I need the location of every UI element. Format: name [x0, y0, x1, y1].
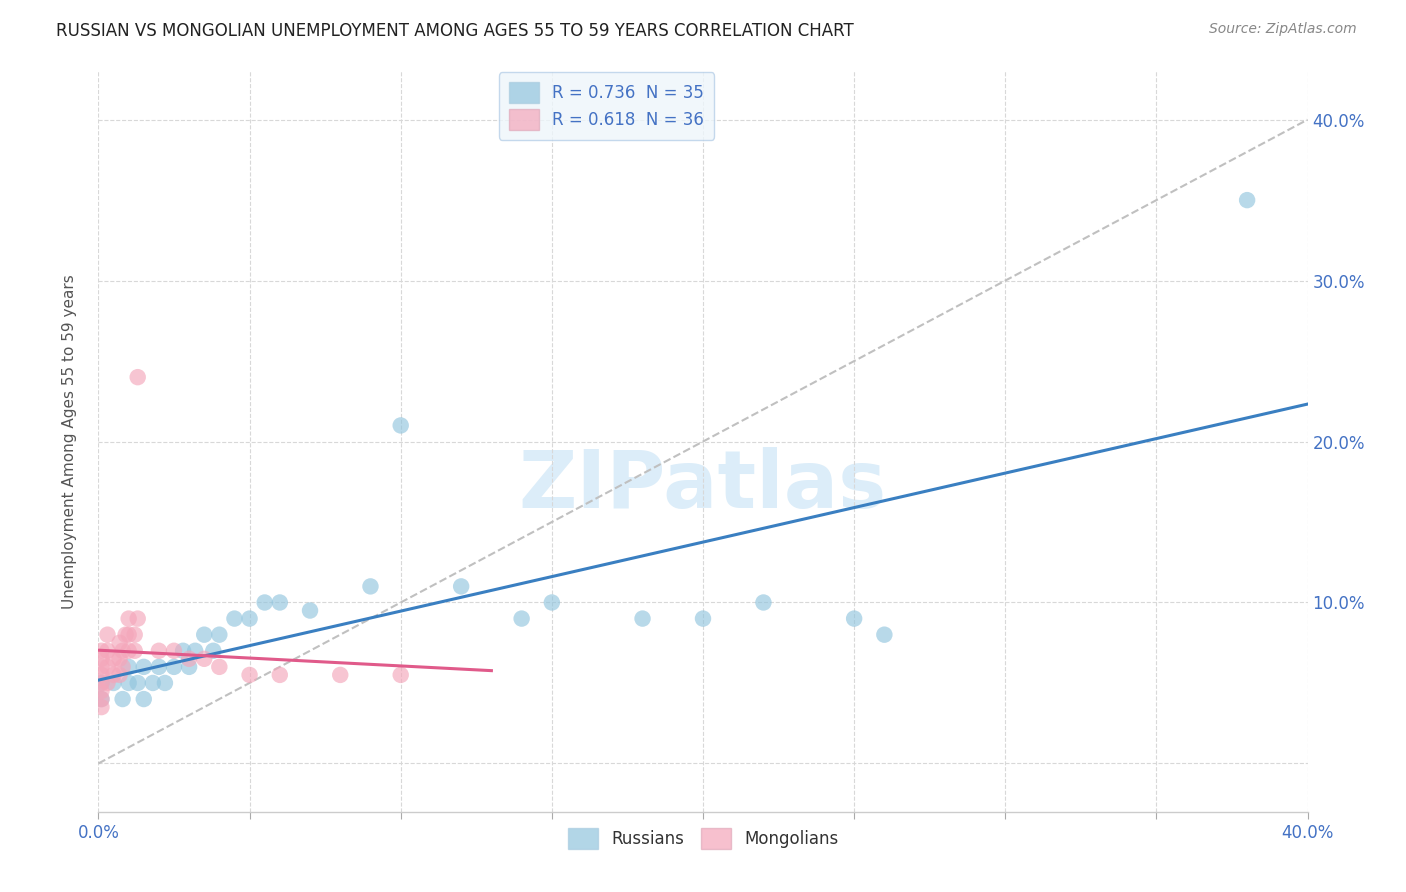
Point	[108, 652, 131, 666]
Point	[90, 676, 112, 690]
Point	[96, 660, 118, 674]
Point	[118, 644, 141, 658]
Point	[1236, 193, 1258, 207]
Point	[224, 611, 246, 625]
Point	[163, 644, 186, 658]
Point	[239, 668, 262, 682]
Point	[90, 660, 112, 674]
Point	[127, 676, 149, 690]
Point	[103, 668, 125, 682]
Point	[202, 644, 225, 658]
Point	[111, 660, 134, 674]
Point	[118, 660, 141, 674]
Point	[108, 636, 131, 650]
Point	[844, 611, 866, 625]
Point	[269, 668, 291, 682]
Point	[873, 628, 896, 642]
Y-axis label: Unemployment Among Ages 55 to 59 years: Unemployment Among Ages 55 to 59 years	[62, 274, 77, 609]
Point	[360, 579, 382, 593]
Point	[329, 668, 352, 682]
Point	[118, 611, 141, 625]
Point	[90, 644, 112, 658]
Point	[96, 644, 118, 658]
Point	[450, 579, 472, 593]
Point	[114, 628, 136, 642]
Point	[153, 676, 176, 690]
Point	[90, 700, 112, 714]
Point	[132, 692, 155, 706]
Point	[389, 418, 412, 433]
Point	[148, 660, 170, 674]
Point	[752, 595, 775, 609]
Point	[193, 652, 215, 666]
Point	[108, 668, 131, 682]
Point	[631, 611, 654, 625]
Point	[96, 676, 118, 690]
Point	[540, 595, 562, 609]
Text: Source: ZipAtlas.com: Source: ZipAtlas.com	[1209, 22, 1357, 37]
Point	[184, 644, 207, 658]
Point	[142, 676, 165, 690]
Point	[127, 611, 149, 625]
Point	[103, 652, 125, 666]
Point	[148, 644, 170, 658]
Point	[179, 652, 201, 666]
Point	[253, 595, 276, 609]
Point	[132, 660, 155, 674]
Point	[90, 684, 112, 698]
Point	[118, 676, 141, 690]
Point	[124, 628, 146, 642]
Point	[90, 668, 112, 682]
Point	[111, 692, 134, 706]
Point	[510, 611, 533, 625]
Point	[90, 692, 112, 706]
Point	[96, 628, 118, 642]
Point	[124, 644, 146, 658]
Point	[269, 595, 291, 609]
Point	[90, 676, 112, 690]
Point	[299, 603, 322, 617]
Point	[90, 652, 112, 666]
Point	[118, 628, 141, 642]
Point	[103, 676, 125, 690]
Point	[90, 692, 112, 706]
Point	[208, 660, 231, 674]
Point	[111, 644, 134, 658]
Point	[193, 628, 215, 642]
Point	[127, 370, 149, 384]
Text: RUSSIAN VS MONGOLIAN UNEMPLOYMENT AMONG AGES 55 TO 59 YEARS CORRELATION CHART: RUSSIAN VS MONGOLIAN UNEMPLOYMENT AMONG …	[56, 22, 853, 40]
Point	[172, 644, 194, 658]
Point	[163, 660, 186, 674]
Point	[692, 611, 714, 625]
Legend: Russians, Mongolians: Russians, Mongolians	[561, 822, 845, 855]
Point	[208, 628, 231, 642]
Point	[389, 668, 412, 682]
Point	[239, 611, 262, 625]
Text: ZIPatlas: ZIPatlas	[519, 447, 887, 525]
Point	[179, 660, 201, 674]
